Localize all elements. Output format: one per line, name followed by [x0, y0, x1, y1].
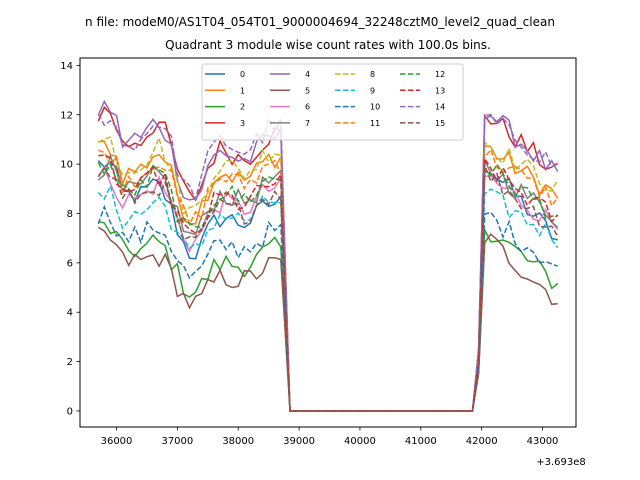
legend-label-0: 0	[240, 70, 245, 79]
series-lines	[97, 99, 559, 412]
series-line-1	[98, 140, 559, 412]
legend-label-8: 8	[370, 70, 375, 79]
y-tick-label: 6	[67, 258, 73, 269]
legend-label-1: 1	[240, 86, 245, 95]
legend-label-10: 10	[370, 103, 380, 112]
legend-label-2: 2	[240, 103, 245, 112]
series-line-2	[98, 220, 559, 412]
legend-label-4: 4	[305, 70, 310, 79]
legend-label-6: 6	[305, 103, 310, 112]
x-offset-label: +3.693e8	[536, 457, 586, 468]
x-tick-label: 43000	[527, 436, 559, 447]
y-tick-label: 8	[67, 209, 73, 220]
x-tick-label: 39000	[283, 436, 315, 447]
legend-label-9: 9	[370, 86, 375, 95]
series-line-10	[97, 204, 558, 412]
series-line-14	[97, 113, 559, 412]
x-tick-label: 38000	[222, 436, 254, 447]
x-tick-label: 36000	[101, 436, 133, 447]
legend-box	[201, 63, 464, 141]
axis-ticks: 36000 37000 38000 39000 40000 41000 42000 43000…	[60, 61, 558, 447]
legend-label-13: 13	[435, 86, 445, 95]
legend-label-3: 3	[240, 119, 245, 128]
series-line-5	[97, 226, 558, 412]
x-tick-label: 41000	[405, 436, 437, 447]
plot-frame	[79, 57, 577, 428]
series-line-3	[97, 105, 559, 412]
chart-suptitle: n file: modeM0/AS1T04_054T01_9000004694_…	[85, 15, 555, 29]
y-tick-label: 12	[60, 110, 73, 121]
legend-label-15: 15	[435, 119, 445, 128]
series-line-13	[98, 154, 559, 412]
series-line-0	[97, 160, 558, 412]
series-line-9	[97, 183, 559, 412]
x-tick-label: 40000	[344, 436, 376, 447]
y-tick-label: 0	[67, 406, 73, 417]
x-tick-label: 42000	[466, 436, 498, 447]
y-tick-label: 4	[67, 308, 73, 319]
legend-label-11: 11	[370, 119, 380, 128]
y-tick-label: 10	[60, 160, 73, 171]
x-tick-label: 37000	[161, 436, 193, 447]
series-line-15	[97, 164, 559, 412]
series-line-12	[97, 162, 558, 412]
legend-label-14: 14	[435, 103, 445, 112]
legend-label-12: 12	[435, 70, 445, 79]
y-tick-label: 14	[60, 61, 73, 72]
legend-label-7: 7	[305, 119, 310, 128]
y-tick-label: 2	[67, 357, 73, 368]
legend-label-5: 5	[305, 86, 310, 95]
chart-title: Quadrant 3 module wise count rates with …	[165, 38, 491, 52]
series-line-4	[97, 99, 559, 412]
series-line-7	[97, 153, 559, 412]
